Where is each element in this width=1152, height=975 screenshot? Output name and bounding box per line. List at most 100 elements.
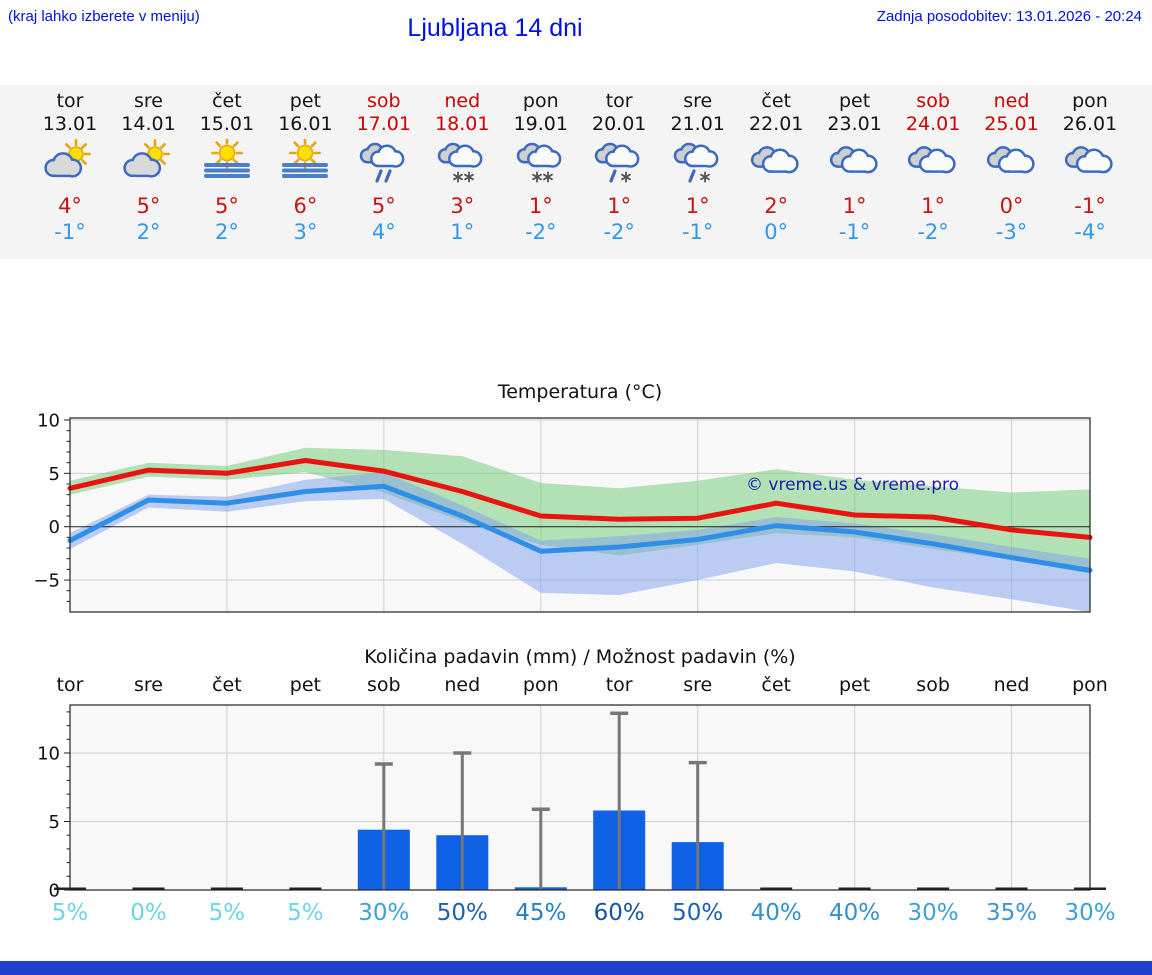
forecast-day-column: pet 23.01 1° -1° (816, 85, 894, 245)
day-name: tor (605, 90, 633, 112)
svg-text:5: 5 (49, 812, 60, 833)
day-high-temp: 2° (764, 194, 789, 218)
forecast-day-column: čet 15.01 5° 2° (188, 85, 266, 245)
precip-day-label: pon (1072, 674, 1108, 696)
precip-day-label: sob (367, 674, 401, 696)
precip-day-label: pon (522, 674, 559, 696)
day-date: 23.01 (827, 113, 882, 135)
day-name: čet (761, 90, 791, 112)
precip-probability: 30% (358, 900, 410, 926)
precip-probability: 5% (208, 900, 246, 926)
day-name: sob (916, 90, 950, 112)
last-updated: Zadnja posodobitev: 13.01.2026 - 20:24 (876, 8, 1142, 25)
day-date: 20.01 (591, 113, 647, 135)
day-low-temp: 2° (214, 220, 239, 244)
cloudy-icon (986, 146, 1035, 174)
svg-text:5: 5 (49, 464, 60, 485)
day-name: pet (838, 90, 871, 112)
precip-zero-mark (917, 887, 950, 890)
precip-probability: 0% (130, 900, 167, 926)
fog-sun-icon (203, 137, 250, 178)
precipitation-chart: 0 5 10 (37, 704, 1106, 898)
day-date: 17.01 (356, 113, 411, 135)
precip-zero-mark (995, 887, 1028, 890)
day-date: 16.01 (278, 113, 333, 135)
precip-day-label: tor (56, 674, 84, 696)
forecast-strip: tor 13.01 4° -1° sre 14.01 5° 2° čet 15.… (0, 85, 1152, 259)
precip-day-label: pet (838, 674, 871, 696)
partly-cloudy-icon (122, 139, 170, 178)
day-date: 26.01 (1062, 113, 1118, 135)
day-low-temp: 0° (764, 220, 789, 244)
forecast-day-column: sre 21.01 1° -1° (659, 85, 737, 245)
day-high-temp: -1° (1074, 194, 1106, 218)
precip-probability: 60% (593, 900, 645, 926)
footer-bar (0, 961, 1152, 975)
precip-day-label: sob (916, 674, 950, 696)
day-name: pet (289, 90, 321, 112)
day-high-temp: 1° (528, 194, 553, 218)
precip-day-label: čet (761, 674, 791, 696)
forecast-day-column: tor 20.01 1° -2° (580, 85, 658, 245)
min-temperature-line (67, 483, 1093, 573)
forecast-day-column: sre 14.01 5° 2° (110, 85, 188, 245)
precip-zero-mark (210, 887, 243, 890)
day-name: ned (993, 90, 1030, 112)
precip-chart-title: Količina padavin (mm) / Možnost padavin … (364, 646, 796, 668)
day-date: 25.01 (984, 113, 1039, 135)
precip-day-label: pet (289, 674, 321, 696)
watermark: © vreme.us & vreme.pro (746, 475, 959, 495)
day-high-temp: 1° (842, 194, 867, 218)
day-high-temp: 6° (293, 194, 318, 218)
forecast-day-column: sob 17.01 5° 4° (345, 85, 423, 245)
fog-sun-icon (282, 137, 329, 178)
day-low-temp: -4° (1074, 220, 1106, 244)
day-date: 21.01 (670, 113, 725, 135)
precip-probability: 30% (907, 900, 959, 926)
precip-zero-mark (760, 887, 793, 890)
precip-day-label: ned (444, 674, 481, 696)
day-low-temp: -1° (838, 220, 871, 244)
day-low-temp: 4° (371, 220, 396, 244)
day-date: 13.01 (42, 113, 98, 135)
day-name: sre (683, 90, 713, 112)
day-name: ned (444, 90, 481, 112)
precip-probability: 35% (985, 900, 1038, 926)
rain-icon (359, 142, 405, 183)
day-date: 24.01 (905, 113, 961, 135)
day-high-temp: 4° (58, 194, 82, 218)
forecast-day-column: ned 18.01 3° 1° (423, 85, 501, 245)
day-name: pon (522, 90, 559, 112)
forecast-day-column: pon 26.01 -1° -4° (1051, 85, 1129, 245)
day-high-temp: 5° (214, 194, 239, 218)
precip-day-label: tor (605, 674, 633, 696)
day-low-temp: -1° (54, 220, 86, 244)
day-date: 22.01 (748, 113, 804, 135)
page-title: Ljubljana 14 dni (407, 14, 583, 42)
day-date: 14.01 (121, 113, 176, 135)
day-high-temp: 5° (371, 194, 396, 218)
precip-probability: 40% (750, 900, 802, 926)
precip-day-label: sre (683, 674, 713, 696)
max-temperature-line (67, 458, 1093, 540)
svg-text:0: 0 (49, 881, 60, 898)
precip-zero-mark (838, 887, 871, 890)
day-name: pon (1072, 90, 1108, 112)
forecast-day-column: pet 16.01 6° 3° (266, 85, 344, 245)
precip-probability: 50% (672, 900, 724, 926)
day-low-temp: -1° (681, 220, 714, 244)
day-low-temp: 2° (136, 220, 161, 244)
snow-icon (516, 142, 562, 183)
day-high-temp: 1° (607, 194, 632, 218)
forecast-day-column: pon 19.01 1° -2° (502, 85, 580, 245)
precip-probability: 50% (436, 900, 488, 926)
cloudy-icon (907, 146, 956, 174)
day-name: čet (212, 90, 242, 112)
precip-probability: 45% (515, 900, 567, 926)
day-low-temp: -2° (917, 220, 949, 244)
precip-zero-mark (132, 887, 165, 890)
precip-day-label: sre (134, 674, 163, 696)
temperature-chart: 10 5 0 −5 © vreme.us & vreme.pro (33, 411, 1093, 613)
day-high-temp: 1° (685, 194, 710, 218)
